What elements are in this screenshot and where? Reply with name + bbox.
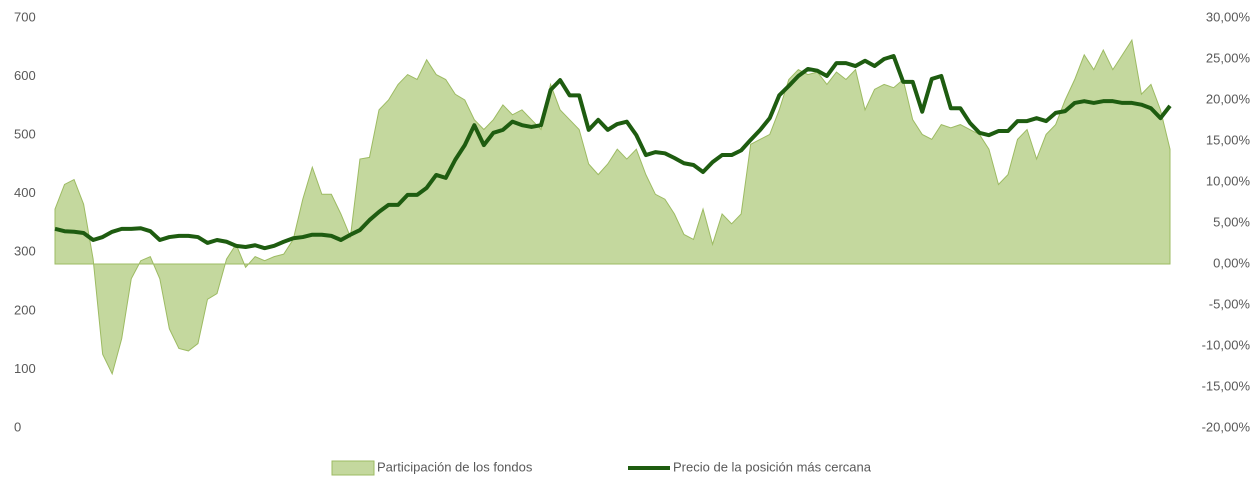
y-tick-label: 400 [14, 185, 36, 200]
y2-tick-label: 0,00% [1213, 255, 1250, 270]
y2-tick-label: 30,00% [1206, 9, 1251, 24]
y-tick-label: 100 [14, 361, 36, 376]
y2-tick-label: -10,00% [1202, 337, 1251, 352]
line [54, 54, 1172, 251]
y2-tick-label: 20,00% [1206, 91, 1251, 106]
y2-tick-label: -15,00% [1202, 378, 1251, 393]
y-tick-label: 500 [14, 127, 36, 142]
y2-tick-label: 25,00% [1206, 50, 1251, 65]
y-tick-label: 700 [14, 9, 36, 24]
legend-label: Precio de la posición más cercana [673, 459, 872, 474]
area [54, 38, 1171, 376]
y-tick-label: 200 [14, 302, 36, 317]
y-tick-label: 600 [14, 68, 36, 83]
y2-tick-label: 15,00% [1206, 132, 1251, 147]
legend-label: Participación de los fondos [377, 459, 533, 474]
y-tick-label: 300 [14, 244, 36, 259]
legend-swatch [331, 460, 375, 476]
y2-tick-label: 5,00% [1213, 214, 1250, 229]
y2-tick-label: 10,00% [1206, 173, 1251, 188]
y2-tick-label: -5,00% [1209, 296, 1251, 311]
y2-tick-label: -20,00% [1202, 419, 1251, 434]
y-tick-label: 0 [14, 419, 21, 434]
